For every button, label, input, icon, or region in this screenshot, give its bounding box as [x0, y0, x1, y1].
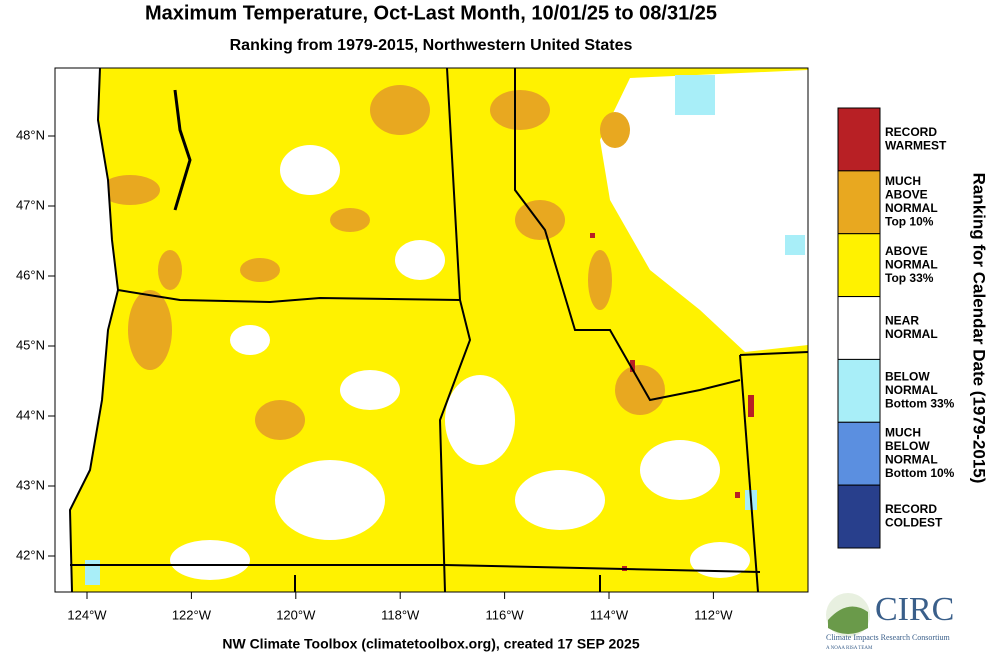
lat-label: 42°N	[16, 547, 45, 562]
much-above-areas	[100, 85, 665, 440]
subtitle: Ranking from 1979-2015, Northwestern Uni…	[230, 37, 633, 54]
legend-swatch	[837, 358, 881, 423]
ocean	[55, 68, 118, 592]
below-normal-areas	[85, 75, 805, 585]
lat-label: 44°N	[16, 407, 45, 422]
logo-hills	[828, 606, 868, 634]
legend-label: NORMAL	[885, 201, 938, 215]
legend-swatch	[837, 421, 881, 486]
legend-label: RECORD	[885, 502, 937, 516]
lat-label: 48°N	[16, 127, 45, 142]
legend-swatch	[837, 484, 881, 549]
map-frame	[54, 67, 809, 593]
legend-label: NEAR	[885, 313, 919, 327]
lon-label: 114°W	[590, 607, 629, 622]
legend-label: BELOW	[885, 439, 930, 453]
lon-label: 116°W	[485, 607, 524, 622]
lat-label: 43°N	[16, 477, 45, 492]
logo-name: CIRC	[875, 591, 954, 628]
state-borders	[70, 68, 808, 592]
legend-label: Bottom 33%	[885, 397, 955, 411]
legend-label: ABOVE	[885, 188, 928, 202]
lat-label: 47°N	[16, 197, 45, 212]
legend-label: MUCH	[885, 174, 921, 188]
legend-label: Top 10%	[885, 215, 934, 229]
puget-sound	[173, 89, 192, 211]
legend-swatch	[837, 170, 881, 235]
logo-subtitle: Climate Impacts Research Consortium	[826, 633, 951, 642]
lon-label: 118°W	[381, 607, 420, 622]
legend-label: Top 33%	[885, 271, 934, 285]
legend-label: NORMAL	[885, 257, 938, 271]
lat-label: 46°N	[16, 267, 45, 282]
legend-label: COLDEST	[885, 515, 943, 529]
legend-label: Bottom 10%	[885, 466, 955, 480]
logo: CIRC Climate Impacts Research Consortium…	[826, 591, 954, 651]
lon-label: 112°W	[694, 607, 733, 622]
coastline	[68, 68, 120, 592]
legend-label: RECORD	[885, 125, 937, 139]
legend-label: WARMEST	[885, 138, 947, 152]
legend-title: Ranking for Calendar Date (1979-2015)	[970, 173, 989, 484]
logo-tagline: A NOAA RISA TEAM	[826, 646, 873, 651]
legend-swatch	[837, 296, 881, 360]
map	[55, 68, 808, 592]
legend-swatch	[837, 233, 881, 298]
lon-label: 124°W	[67, 607, 107, 622]
title: Maximum Temperature, Oct-Last Month, 10/…	[145, 2, 717, 24]
footer: NW Climate Toolbox (climatetoolbox.org),…	[222, 636, 639, 652]
legend-label: NORMAL	[885, 453, 938, 467]
lon-label: 122°W	[172, 607, 212, 622]
lon-label: 120°W	[276, 607, 316, 622]
legend-label: NORMAL	[885, 327, 938, 341]
legend-label: ABOVE	[885, 244, 928, 258]
near-normal-areas	[170, 70, 808, 580]
legend-label: NORMAL	[885, 383, 938, 397]
legend-label: BELOW	[885, 370, 930, 384]
legend-swatch	[837, 107, 881, 172]
legend-label: MUCH	[885, 426, 921, 440]
lat-label: 45°N	[16, 337, 45, 352]
